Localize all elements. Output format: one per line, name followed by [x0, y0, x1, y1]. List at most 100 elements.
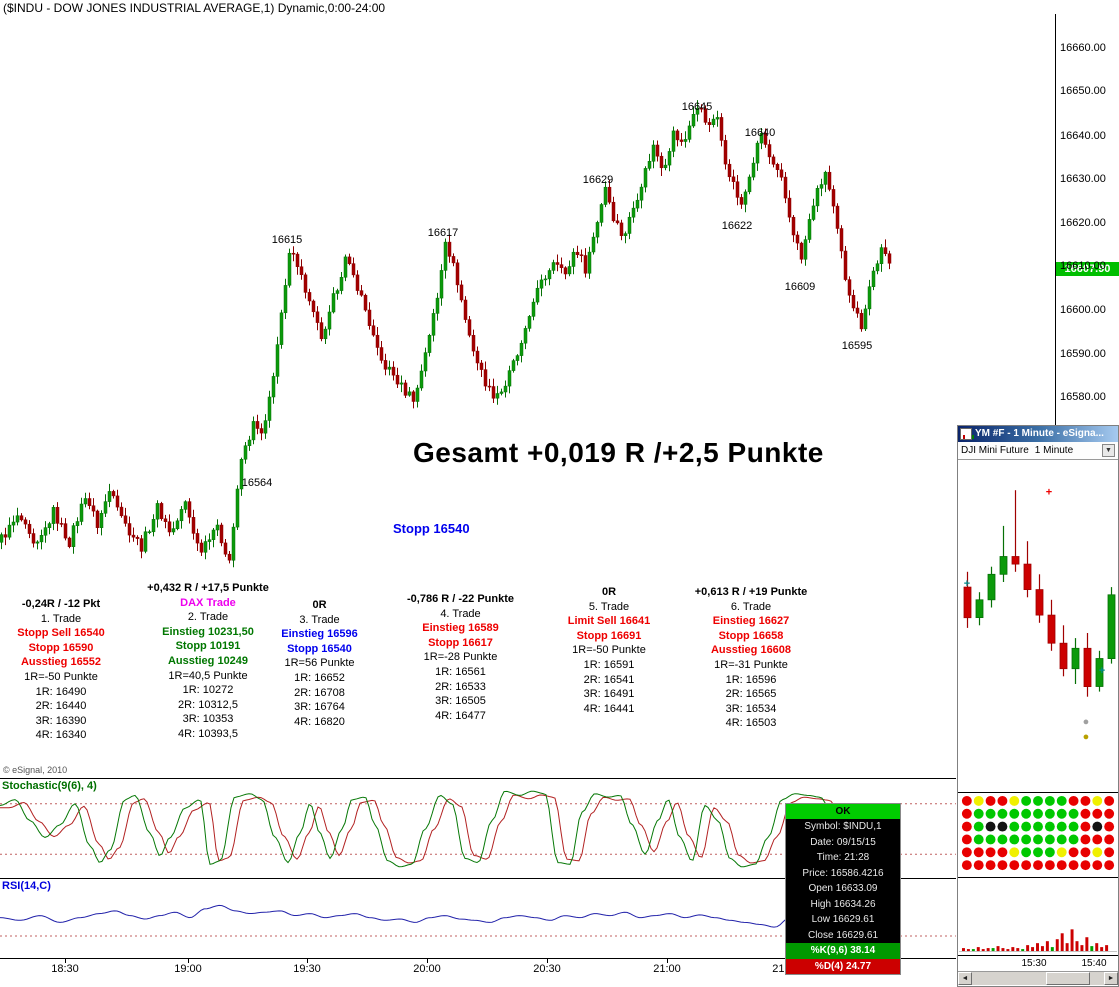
ym-time-axis[interactable]: 15:30 15:40 [958, 955, 1118, 971]
trade-line: Stopp 10191 [175, 640, 241, 653]
last-price-badge: 16607.90 [1056, 262, 1119, 276]
price-axis-label: 16590.00 [1060, 348, 1106, 360]
data-window-d-row: %D(4) 24.77 [786, 958, 900, 974]
trade-line: 4R: 16820 [294, 715, 345, 728]
breadth-dot [997, 795, 1008, 806]
breadth-dot [1068, 847, 1079, 858]
trade-line: 1R: 16596 [725, 673, 777, 686]
performance-summary-label: Gesamt +0,019 R /+2,5 Punkte [413, 437, 824, 468]
swing-price-label: 16564 [242, 477, 273, 489]
ym-interval-dropdown-button[interactable]: ▼ [1102, 444, 1115, 457]
price-axis[interactable]: 16607.90 16660.00 16650.00 16640.00 16630.0… [1056, 14, 1119, 425]
ym-window: YM #F - 1 Minute - eSigna... DJI Mini Fu… [957, 425, 1119, 987]
breadth-dot [997, 821, 1008, 832]
trade-line: 5. Trade [588, 600, 630, 613]
breadth-dot [1056, 795, 1067, 806]
trade-annotation-4: -0,786 R / -22 Punkte 4. Trade Einstieg 16… [388, 592, 533, 723]
breadth-dot [985, 795, 996, 806]
trade-line: Einstieg 16596 [281, 628, 358, 641]
breadth-dot [1033, 808, 1043, 819]
scroll-left-button[interactable]: ◄ [958, 972, 972, 985]
breadth-dot [997, 847, 1008, 858]
trade-line: 1R=56 Punkte [284, 657, 355, 670]
chart-window-icon [960, 428, 974, 440]
breadth-dot [1033, 860, 1043, 871]
breadth-dot [1092, 821, 1103, 832]
breadth-dot [973, 821, 984, 832]
scroll-right-button[interactable]: ► [1104, 972, 1118, 985]
price-axis-label: 16610.00 [1060, 260, 1106, 272]
data-window-rows: Symbol: $INDU,1 Date: 09/15/15 Time: 21:28… [786, 819, 900, 974]
trade-line: 2R: 16440 [35, 700, 87, 713]
main-price-chart[interactable]: 16564 16615 16617 16629 16645 16640 16622 16609… [0, 14, 1056, 778]
price-axis-label: 16580.00 [1060, 391, 1106, 403]
ym-horizontal-scrollbar[interactable]: ◄ ► [958, 971, 1118, 985]
histogram-bar [1006, 949, 1010, 952]
trade-line: Einstieg 10231,50 [162, 625, 254, 638]
histogram-bar [1065, 943, 1069, 952]
time-axis-label: 19:30 [293, 963, 321, 975]
histogram-bar [961, 948, 965, 952]
data-window-row: Symbol: $INDU,1 [804, 821, 882, 832]
ym-time-label: 15:30 [1021, 958, 1047, 969]
breadth-dot [1080, 860, 1091, 871]
trade-line: 1R: 16591 [583, 658, 635, 671]
histogram-bar [1085, 937, 1089, 952]
price-axis-label: 16660.00 [1060, 42, 1106, 54]
time-axis-label: 18:30 [51, 963, 79, 975]
trade-line: 1. Trade [40, 612, 82, 625]
breadth-dot [973, 795, 984, 806]
histogram-bar [1080, 945, 1084, 952]
trade-line: 3. Trade [299, 613, 340, 626]
breadth-dot [985, 860, 996, 871]
trade-line: 3R: 16534 [725, 702, 777, 715]
trade-line: 1R: 16652 [294, 671, 345, 684]
breadth-dot [1068, 795, 1079, 806]
scroll-right-icon: ► [1107, 975, 1115, 982]
trade-line: 3R: 16764 [294, 701, 345, 714]
breadth-dot [1009, 834, 1020, 845]
breadth-dot [1021, 795, 1032, 806]
swing-price-label: 16629 [583, 174, 614, 186]
histogram-bar [1031, 947, 1035, 952]
breadth-dot [1068, 808, 1079, 819]
breadth-dot [1056, 834, 1067, 845]
stopp-annotation-label: Stopp 16540 [393, 521, 470, 536]
breadth-dot [961, 808, 972, 819]
breadth-dot [1021, 808, 1032, 819]
time-axis-label: 21:00 [653, 963, 681, 975]
data-window-ok-button[interactable]: OK [786, 804, 900, 819]
trade-line: -0,786 R / -22 Punkte [407, 593, 514, 605]
histogram-bar [1105, 945, 1109, 952]
breadth-dot [1033, 795, 1043, 806]
breadth-dot [1056, 821, 1067, 832]
market-breadth-dots[interactable] [958, 792, 1118, 877]
trade-line: 4R: 16340 [35, 729, 87, 742]
breadth-dot [1104, 847, 1115, 858]
swing-price-label: 16617 [428, 227, 459, 239]
trade-line: +0,613 R / +19 Punkte [694, 586, 808, 598]
breadth-dot [1009, 821, 1020, 832]
swing-price-label: 16640 [745, 127, 776, 139]
trade-line: Limit Sell 16641 [567, 615, 651, 628]
ym-window-titlebar[interactable]: YM #F - 1 Minute - eSigna... [958, 426, 1118, 442]
swing-price-label: 16609 [785, 281, 816, 293]
ym-volume-histogram[interactable] [958, 877, 1118, 955]
data-window-row: Price: 16586.4216 [802, 867, 884, 879]
scrollbar-thumb[interactable] [1046, 972, 1090, 985]
trade-line: 4R: 10393,5 [178, 727, 238, 740]
breadth-dot [1044, 847, 1055, 858]
breadth-dot [997, 808, 1008, 819]
breadth-dot [985, 808, 996, 819]
trade-line: 2R: 16708 [294, 686, 345, 699]
trade-line: 2R: 16533 [435, 680, 486, 693]
trade-line: 4R: 16503 [725, 717, 777, 730]
breadth-dot [1009, 795, 1020, 806]
price-axis-label: 16650.00 [1060, 85, 1106, 97]
histogram-bar [1016, 948, 1020, 952]
price-axis-label: 16600.00 [1060, 304, 1106, 316]
breadth-dot [1056, 808, 1067, 819]
histogram-bar [1001, 948, 1005, 952]
ym-mini-chart[interactable]: + + + ● ● [958, 460, 1118, 792]
